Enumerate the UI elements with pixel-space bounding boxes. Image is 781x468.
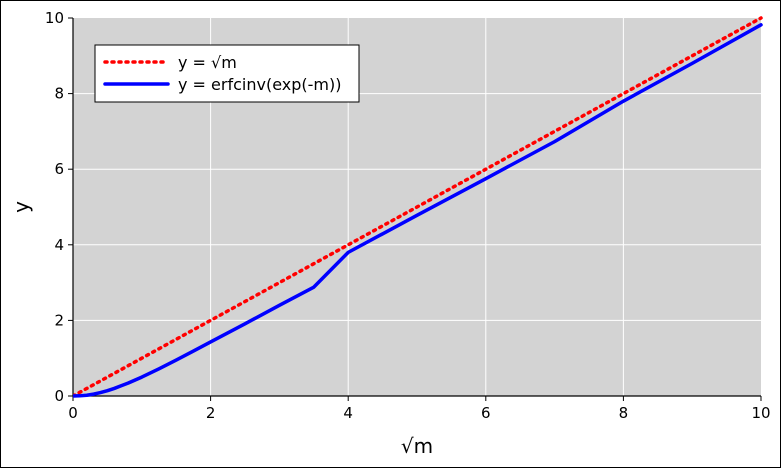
x-tick-label-4: 8 [619,404,629,422]
x-tick-label-0: 0 [68,404,78,422]
y-tick-label-2: 4 [54,236,64,254]
legend-box [94,44,360,103]
y-tick-label-4: 8 [54,85,64,103]
x-tick-label-3: 6 [481,404,491,422]
series-line-1 [73,23,763,398]
y-tick-label-3: 6 [54,160,64,178]
y-tick-label-1: 2 [54,311,64,329]
axes [72,18,761,397]
y-tick-label-5: 10 [45,9,64,27]
y-axis-label: y [9,201,33,213]
x-axis-ticks: 0 2 4 6 8 10 [68,396,771,422]
x-tick-label-1: 2 [206,404,216,422]
legend: y = √m y = erfcinv(exp(-m)) [94,44,360,103]
x-axis-label: √m [401,434,433,458]
legend-entry-erfcinv: y = erfcinv(exp(-m)) [178,75,341,94]
y-tick-label-0: 0 [54,387,64,405]
series-line-0 [73,16,763,398]
legend-entry-sqrt: y = √m [178,53,237,72]
grid [73,18,761,396]
series-group [73,16,763,398]
x-tick-label-2: 4 [343,404,353,422]
y-axis-ticks: 0 2 4 6 8 10 [45,9,73,405]
x-tick-label-5: 10 [751,404,770,422]
